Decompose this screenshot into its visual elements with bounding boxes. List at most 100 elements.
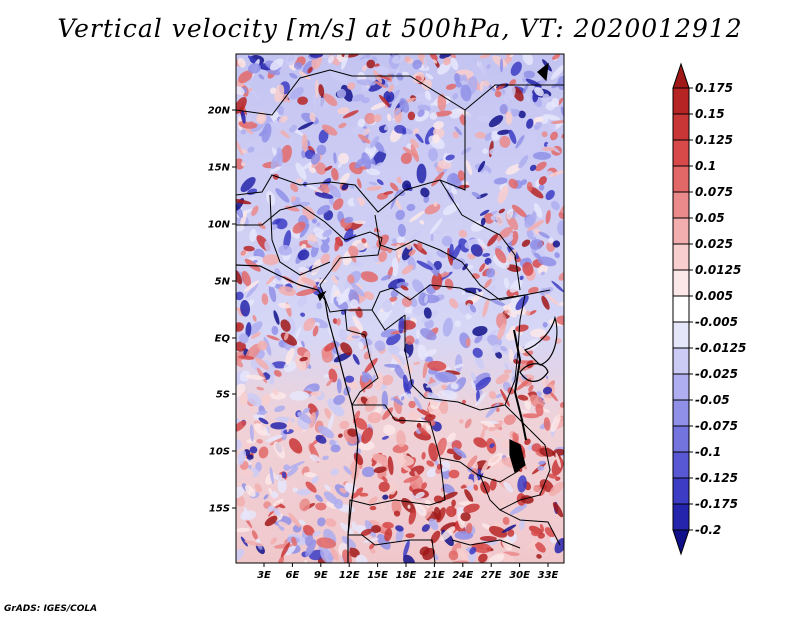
velocity-cell	[490, 215, 497, 221]
velocity-cell	[353, 197, 360, 209]
velocity-cell	[394, 124, 407, 134]
velocity-cell	[508, 348, 514, 363]
velocity-cell	[441, 384, 447, 390]
velocity-cell	[529, 164, 537, 172]
velocity-cell	[429, 373, 441, 384]
velocity-cell	[551, 280, 564, 293]
velocity-cell	[501, 440, 512, 449]
velocity-cell	[315, 502, 327, 511]
velocity-cell	[337, 433, 343, 438]
coastlines	[236, 62, 558, 563]
velocity-cell	[252, 259, 258, 264]
velocity-cell	[274, 405, 286, 413]
velocity-cell	[555, 452, 561, 468]
velocity-cell	[351, 282, 365, 297]
velocity-cell	[250, 332, 261, 339]
velocity-cell	[311, 218, 317, 224]
velocity-cell	[400, 285, 409, 291]
velocity-cell	[500, 389, 510, 407]
velocity-cell	[263, 494, 269, 500]
colorbar-segment	[672, 165, 690, 193]
velocity-cell	[364, 173, 370, 181]
velocity-cell	[439, 460, 451, 472]
lon-label: 6E	[286, 570, 300, 581]
velocity-cell	[336, 318, 341, 326]
longitude-axis: 3E 6E 9E 12E 15E 18E 21E 24E 27E 30E 33E	[257, 563, 559, 581]
velocity-cell	[466, 113, 471, 118]
velocity-cell	[330, 468, 339, 476]
velocity-cell	[303, 559, 307, 563]
velocity-cell	[433, 202, 438, 207]
velocity-cell	[241, 162, 246, 167]
velocity-cell	[554, 252, 560, 259]
velocity-cell	[458, 238, 470, 253]
velocity-cell	[311, 259, 321, 276]
velocity-cell	[271, 325, 279, 336]
lat-label: 10N	[208, 220, 231, 231]
velocity-cell	[334, 236, 341, 252]
velocity-cell	[244, 540, 264, 547]
velocity-cell	[372, 453, 390, 466]
velocity-cell	[484, 257, 492, 265]
velocity-cell	[383, 424, 396, 436]
velocity-cell	[236, 86, 245, 96]
velocity-cell	[269, 87, 277, 95]
velocity-cell	[336, 88, 347, 99]
velocity-cell	[417, 392, 424, 398]
velocity-cell	[249, 446, 258, 454]
velocity-cell	[391, 499, 402, 515]
velocity-cell	[417, 109, 425, 118]
velocity-cell	[511, 204, 527, 218]
velocity-cell	[434, 372, 450, 383]
velocity-cell	[524, 438, 531, 445]
velocity-cell	[402, 206, 418, 218]
velocity-cell	[393, 510, 401, 517]
velocity-cell	[542, 146, 555, 152]
velocity-cell	[357, 118, 365, 128]
velocity-cell	[504, 362, 510, 371]
velocity-cell	[448, 184, 452, 193]
velocity-cell	[414, 338, 420, 345]
velocity-cell	[270, 153, 281, 170]
velocity-cell	[315, 79, 319, 99]
velocity-cell	[380, 328, 398, 338]
velocity-cell	[363, 220, 379, 228]
velocity-cell	[382, 494, 389, 500]
velocity-cell	[535, 542, 546, 553]
velocity-cell	[535, 403, 544, 417]
velocity-cell	[264, 239, 275, 254]
velocity-cell	[341, 183, 349, 191]
velocity-cell	[347, 82, 356, 90]
velocity-cell	[518, 110, 526, 119]
velocity-cell	[557, 76, 564, 90]
velocity-cell	[324, 165, 333, 171]
velocity-cell	[503, 86, 516, 103]
velocity-cell	[469, 304, 477, 313]
velocity-cell	[526, 118, 534, 129]
velocity-cell	[374, 340, 386, 352]
velocity-cell	[270, 58, 284, 71]
velocity-cell	[236, 139, 244, 156]
velocity-cell	[460, 84, 472, 102]
velocity-cell	[502, 516, 510, 525]
velocity-cell	[440, 526, 456, 541]
velocity-cell	[248, 405, 255, 412]
velocity-cell	[409, 210, 425, 223]
velocity-cell	[248, 63, 261, 74]
colorbar-label: 0.075	[695, 185, 733, 199]
velocity-cell	[405, 335, 415, 345]
colorbar-label: 0.025	[695, 237, 733, 251]
velocity-cell	[374, 81, 387, 89]
velocity-cell	[364, 520, 376, 538]
velocity-cell	[338, 122, 347, 129]
colorbar-label: -0.1	[695, 445, 721, 459]
velocity-cell	[331, 275, 339, 285]
lat-label: 15S	[209, 504, 230, 515]
velocity-cell	[461, 399, 467, 405]
velocity-cell	[373, 66, 390, 74]
velocity-cell	[403, 540, 410, 558]
velocity-cell	[364, 358, 378, 373]
velocity-cell	[388, 84, 394, 93]
velocity-cell	[296, 178, 303, 184]
velocity-cell	[412, 279, 425, 294]
